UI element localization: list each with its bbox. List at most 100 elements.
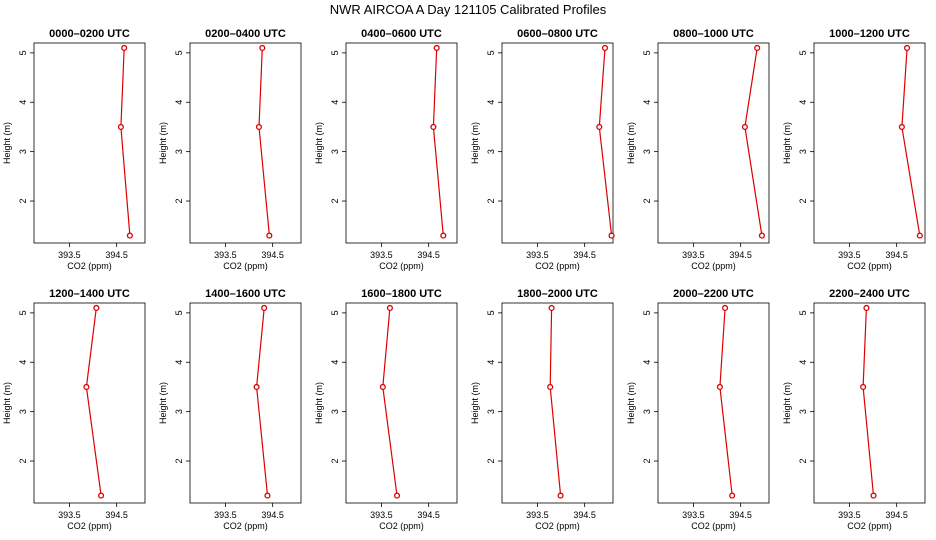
x-tick-label: 393.5 <box>838 250 861 260</box>
data-point <box>870 492 877 499</box>
x-tick-label: 393.5 <box>526 510 549 520</box>
y-tick-label: 4 <box>642 360 652 365</box>
x-tick-label: 393.5 <box>58 510 81 520</box>
y-tick-label: 3 <box>18 149 28 154</box>
profile-line <box>120 47 131 236</box>
y-tick-label: 3 <box>174 149 184 154</box>
y-tick-label: 4 <box>330 100 340 105</box>
x-axis-label: CO2 (ppm) <box>847 261 892 271</box>
y-axis-label: Height (m) <box>158 122 168 164</box>
x-tick-label: 394.5 <box>417 250 440 260</box>
plot-frame <box>501 42 614 244</box>
y-tick-label: 3 <box>798 409 808 414</box>
y-axis-label: Height (m) <box>470 122 480 164</box>
data-point <box>379 383 386 391</box>
data-point <box>716 383 723 391</box>
x-axis-label: CO2 (ppm) <box>535 261 580 271</box>
y-tick-label: 5 <box>798 50 808 55</box>
y-tick-label: 2 <box>174 199 184 204</box>
x-tick-label: 394.5 <box>261 250 284 260</box>
y-tick-label: 4 <box>798 360 808 365</box>
y-tick-label: 5 <box>174 310 184 315</box>
data-point <box>83 383 90 391</box>
y-tick-label: 5 <box>486 310 496 315</box>
y-axis-label: Height (m) <box>626 382 636 424</box>
y-tick-label: 2 <box>486 199 496 204</box>
data-point <box>266 232 273 239</box>
x-axis-label: CO2 (ppm) <box>847 521 892 531</box>
y-tick-label: 5 <box>798 310 808 315</box>
plot-frame <box>33 302 146 504</box>
plot-frame <box>813 42 926 244</box>
y-tick-label: 5 <box>486 50 496 55</box>
y-tick-label: 2 <box>798 459 808 464</box>
y-tick-label: 4 <box>486 100 496 105</box>
x-tick-label: 394.5 <box>105 250 128 260</box>
panel-title: 0200–0400 UTC <box>205 28 286 40</box>
profile-line <box>85 307 102 496</box>
profile-line <box>549 307 562 496</box>
profile-line <box>744 47 763 236</box>
x-tick-label: 394.5 <box>261 510 284 520</box>
y-tick-label: 5 <box>330 50 340 55</box>
x-tick-label: 393.5 <box>214 510 237 520</box>
plot-frame <box>189 302 302 504</box>
x-axis-label: CO2 (ppm) <box>67 521 112 531</box>
panel-title: 0400–0600 UTC <box>361 28 442 40</box>
plot-frame <box>501 302 614 504</box>
x-tick-label: 394.5 <box>573 510 596 520</box>
panel-title: 0600–0800 UTC <box>517 28 598 40</box>
x-axis-label: CO2 (ppm) <box>223 261 268 271</box>
x-axis-label: CO2 (ppm) <box>535 521 580 531</box>
y-tick-label: 3 <box>18 409 28 414</box>
y-tick-label: 2 <box>18 459 28 464</box>
y-axis-label: Height (m) <box>314 382 324 424</box>
x-tick-label: 393.5 <box>214 250 237 260</box>
panel-title: 0800–1000 UTC <box>673 28 754 40</box>
data-point <box>93 304 100 311</box>
x-tick-label: 394.5 <box>729 510 752 520</box>
panel-title: 1400–1600 UTC <box>205 288 286 300</box>
data-point <box>596 123 603 131</box>
y-tick-label: 2 <box>330 199 340 204</box>
plot-frame <box>345 302 458 504</box>
data-point <box>98 492 105 499</box>
y-tick-label: 5 <box>642 50 652 55</box>
plot-frame <box>345 42 458 244</box>
data-point <box>253 383 260 391</box>
panel-title: 1800–2000 UTC <box>517 288 598 300</box>
data-point <box>386 304 393 311</box>
data-point <box>548 304 555 311</box>
x-tick-label: 393.5 <box>370 250 393 260</box>
x-axis-label: CO2 (ppm) <box>691 261 736 271</box>
y-tick-label: 3 <box>642 409 652 414</box>
data-point <box>916 232 923 239</box>
panel-title: 0000–0200 UTC <box>49 28 130 40</box>
x-tick-label: 393.5 <box>838 510 861 520</box>
plot-frame <box>189 42 302 244</box>
profile-line <box>719 307 733 496</box>
data-point <box>121 44 128 51</box>
profile-line <box>862 307 875 496</box>
x-tick-label: 393.5 <box>682 250 705 260</box>
x-axis-label: CO2 (ppm) <box>67 261 112 271</box>
data-point <box>393 492 401 499</box>
data-point <box>904 44 911 51</box>
y-tick-label: 3 <box>642 149 652 154</box>
y-axis-label: Height (m) <box>782 382 792 424</box>
y-tick-label: 2 <box>330 459 340 464</box>
x-tick-label: 394.5 <box>105 510 128 520</box>
y-tick-label: 3 <box>486 409 496 414</box>
